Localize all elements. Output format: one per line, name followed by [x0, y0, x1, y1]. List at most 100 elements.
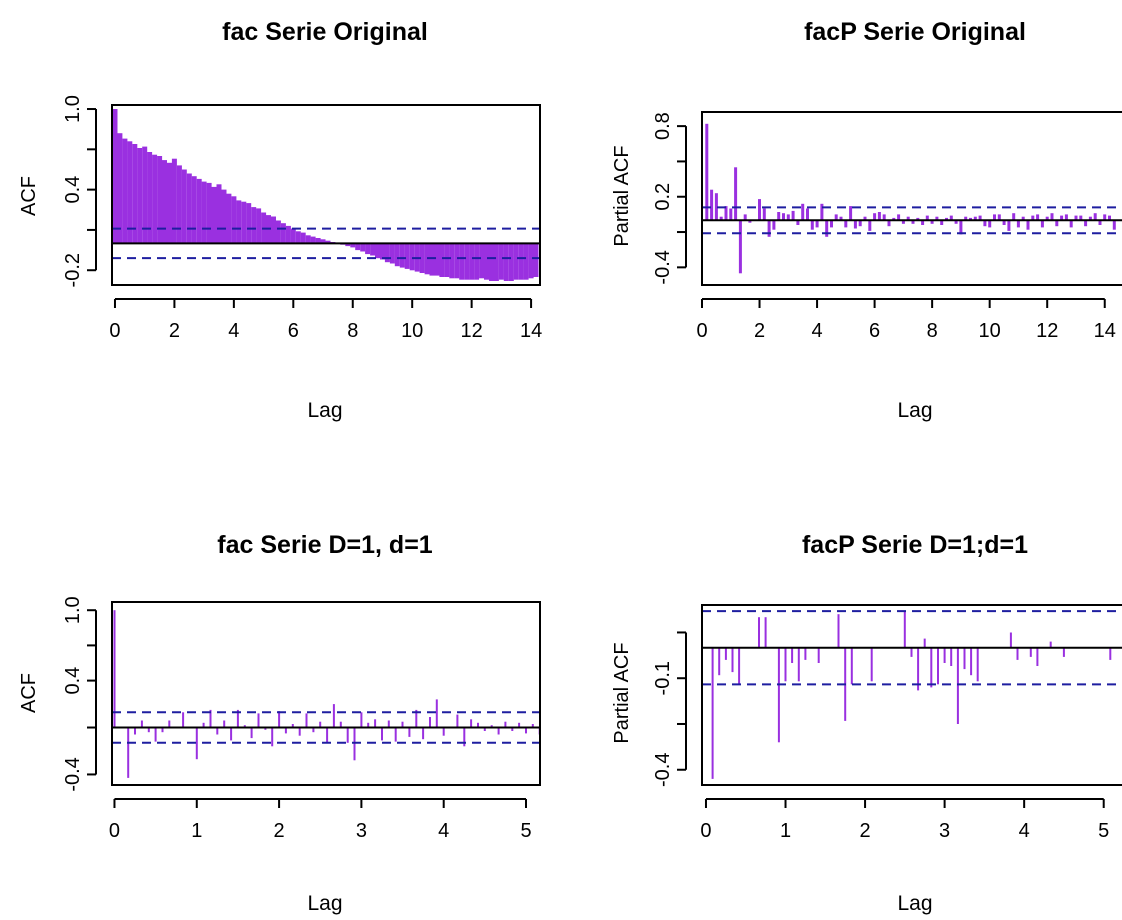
- acf-bar: [964, 216, 968, 221]
- acf-bar: [216, 184, 222, 244]
- acf-bar: [729, 208, 733, 221]
- acf-bar: [257, 713, 260, 728]
- acf-bar: [305, 235, 311, 244]
- acf-bar: [921, 220, 925, 225]
- acf-bar: [389, 243, 395, 264]
- acf-bar: [806, 208, 809, 221]
- x-axis-label: Lag: [897, 892, 932, 915]
- acf-bar: [176, 165, 182, 244]
- acf-bar: [463, 727, 466, 747]
- acf-bar: [513, 243, 519, 280]
- acf-bar: [850, 647, 853, 685]
- acf-bar: [796, 220, 800, 225]
- acf-bar: [719, 216, 723, 221]
- acf-bar: [743, 214, 747, 221]
- acf-bar: [784, 647, 787, 682]
- acf-bar: [1112, 220, 1116, 230]
- acf-bar: [837, 614, 840, 648]
- pacf-panel-differenced: facP Serie D=1;d=1 Lag Partial ACF 0 1 2 3 4…: [611, 531, 1122, 915]
- acf-bar: [901, 220, 905, 224]
- x-tick-label: 2: [754, 320, 765, 342]
- acf-bar: [394, 727, 397, 742]
- x-tick-label: 8: [347, 320, 358, 342]
- x-axis-label: Lag: [307, 892, 342, 915]
- acf-bar: [353, 727, 356, 761]
- acf-bar: [154, 727, 157, 742]
- acf-bar: [196, 178, 202, 244]
- acf-bar: [1036, 214, 1040, 221]
- acf-bar: [1031, 215, 1035, 221]
- x-tick-label: 1: [191, 820, 202, 842]
- acf-bar: [444, 243, 450, 277]
- plot-frame: [111, 601, 541, 786]
- acf-bar: [216, 727, 219, 735]
- acf-bar: [236, 709, 239, 728]
- acf-panel-original: fac Serie Original Lag ACF 0 2 4 6 8 10 12 14 -0…: [18, 18, 542, 422]
- acf-bar: [298, 727, 301, 736]
- acf-bar: [1050, 213, 1054, 221]
- acf-bar: [758, 617, 760, 648]
- acf-bar: [525, 727, 527, 734]
- acf-bar: [1040, 220, 1044, 228]
- acf-bar: [310, 236, 316, 244]
- x-tick-label: 0: [109, 320, 120, 342]
- acf-bar: [817, 647, 820, 663]
- acf-bar: [142, 146, 148, 244]
- acf-bar: [384, 243, 390, 263]
- acf-bar: [1021, 216, 1025, 221]
- acf-bar: [202, 722, 205, 728]
- y-axis-label: ACF: [18, 673, 40, 713]
- acf-bar: [528, 243, 534, 279]
- acf-bar: [903, 611, 906, 648]
- acf-bar: [978, 215, 982, 221]
- acf-bar: [718, 647, 721, 676]
- acf-bar: [1084, 220, 1088, 227]
- acf-bar: [950, 647, 953, 666]
- x-tick-label: 2: [169, 320, 180, 342]
- acf-bar: [319, 721, 322, 728]
- x-tick-label: 0: [700, 820, 711, 842]
- x-tick-label: 3: [356, 820, 367, 842]
- acf-bar: [360, 243, 366, 252]
- acf-bar: [724, 206, 728, 221]
- y-tick-label: 0.2: [652, 183, 674, 211]
- acf-bar: [949, 215, 953, 221]
- acf-bar: [171, 158, 177, 244]
- acf-bar: [300, 232, 306, 244]
- x-tick-label: 5: [520, 820, 531, 842]
- acf-bar: [435, 699, 438, 728]
- x-tick-label: 4: [438, 820, 449, 842]
- acf-bar: [256, 208, 262, 244]
- acf-bar: [380, 243, 385, 260]
- acf-bar: [464, 243, 470, 280]
- acf-bar: [853, 220, 857, 229]
- acf-bar: [339, 721, 342, 728]
- y-axis-label: ACF: [18, 176, 40, 216]
- acf-bar: [278, 711, 281, 728]
- acf-bar: [518, 722, 521, 728]
- acf-bar: [284, 727, 287, 734]
- x-tick-label: 2: [860, 820, 871, 842]
- acf-bar: [387, 720, 390, 728]
- x-tick-label: 10: [401, 320, 423, 342]
- acf-bar: [1079, 215, 1083, 221]
- acf-bar: [1036, 647, 1039, 666]
- acf-bar: [305, 713, 308, 728]
- acf-bar: [127, 141, 133, 244]
- y-tick-label: -0.4: [652, 753, 674, 787]
- y-axis-label: Partial ACF: [611, 145, 633, 246]
- acf-bar: [195, 727, 198, 760]
- acf-bar: [1055, 220, 1059, 227]
- acf-bar: [1007, 220, 1011, 231]
- acf-bar: [925, 215, 929, 221]
- acf-bar: [758, 199, 761, 221]
- y-tick-label: 0.8: [652, 112, 674, 140]
- acf-bar: [360, 712, 363, 728]
- acf-bar: [157, 156, 163, 244]
- acf-bar: [315, 238, 321, 244]
- acf-bar: [381, 727, 383, 741]
- acf-bar: [820, 203, 824, 221]
- acf-bar: [997, 214, 1001, 221]
- acf-bar: [937, 647, 939, 685]
- acf-bar: [786, 214, 790, 221]
